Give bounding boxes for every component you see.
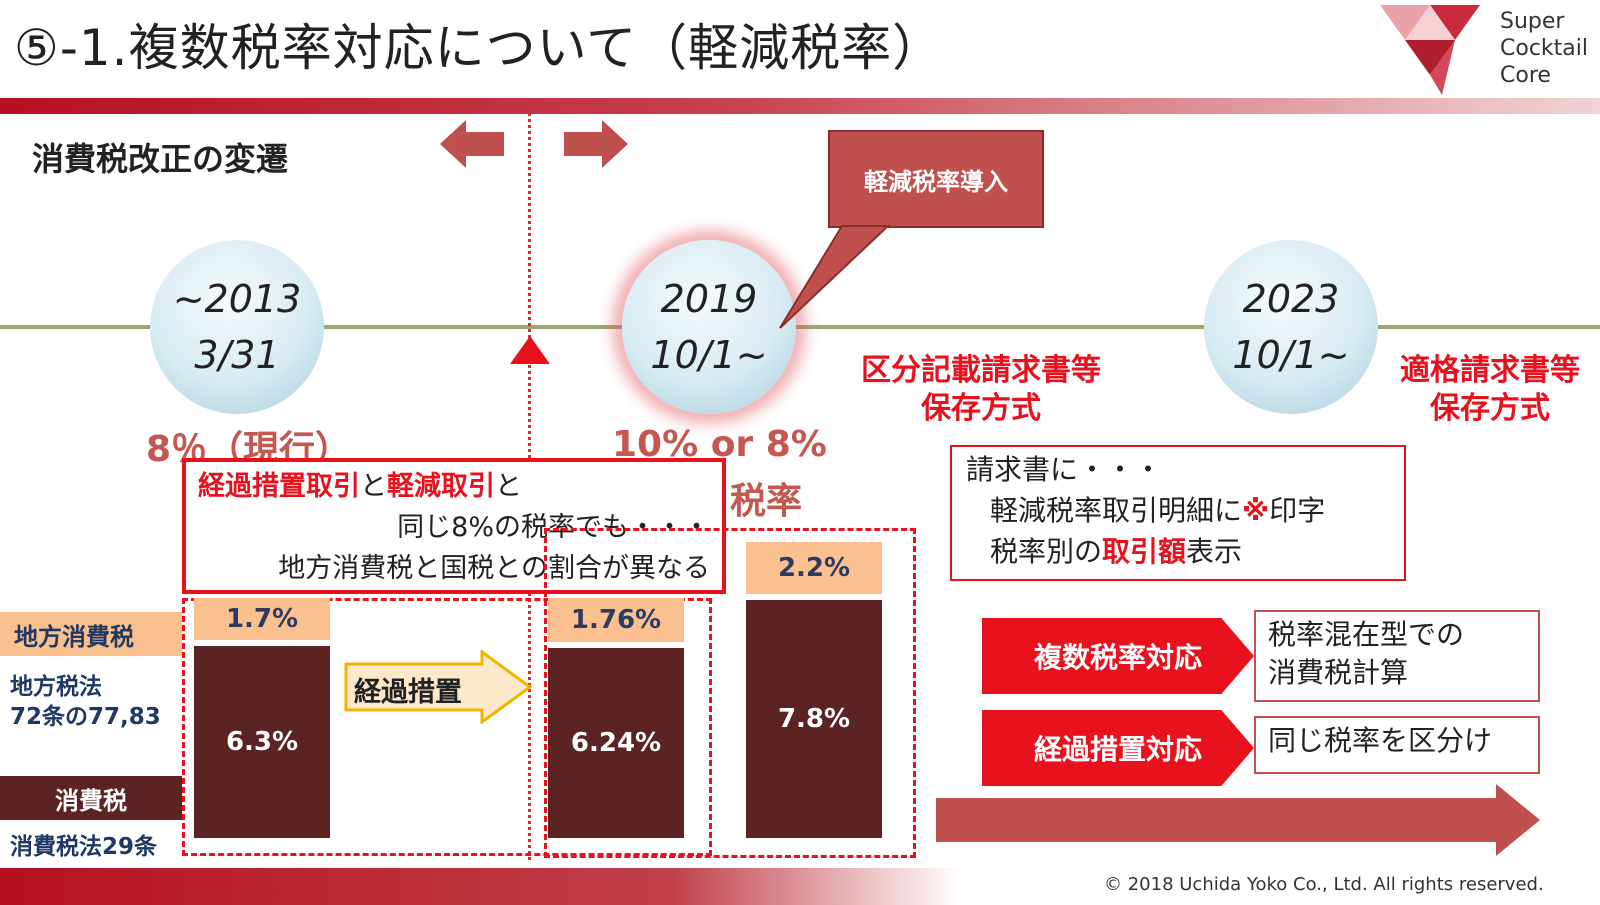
- label-local-tax: 地方消費税: [0, 612, 182, 656]
- rate-2019-line2: 税率: [730, 481, 803, 522]
- desc-transition: 同じ税率を区分け: [1254, 716, 1540, 774]
- logo-triangle-icon: [1380, 5, 1480, 95]
- dashed-group-8pct: [182, 598, 712, 856]
- callout-pointer-icon: [779, 225, 891, 329]
- transition-arrow-icon: [344, 650, 533, 724]
- page-title: ⑤-1.複数税率対応について（軽減税率）: [14, 19, 944, 77]
- copyright: © 2018 Uchida Yoko Co., Ltd. All rights …: [1104, 874, 1544, 895]
- bar-consumption-tax-2: 7.8%: [746, 600, 882, 838]
- overlay-message-box: 経過措置取引と軽減取引と 同じ8%の税率でも・・・ 地方消費税と国税との割合が異…: [182, 458, 726, 594]
- transition-label: 経過措置: [354, 677, 462, 708]
- timeline-circle-2023: 2023 10/1~: [1204, 240, 1378, 414]
- bar-consumption-tax-0: 6.3%: [194, 645, 330, 838]
- invoice-box: 請求書に・・・ 軽減税率取引明細に※印字 税率別の取引額表示: [950, 445, 1406, 581]
- arrow-right-icon: [564, 120, 628, 168]
- method-2023: 適格請求書等 保存方式: [1400, 353, 1580, 426]
- label-consumption-law: 消費税法29条: [10, 834, 158, 860]
- big-right-arrow-icon: [936, 784, 1540, 856]
- header-accent-bar: [0, 98, 1600, 114]
- section-title: 消費税改正の変遷: [32, 140, 289, 178]
- dashed-group-2019: [544, 528, 916, 858]
- bar-local-tax-0: 1.7%: [194, 597, 330, 640]
- label-local-law: 地方税法 72条の77,83: [10, 674, 161, 730]
- bar-local-tax-2: 2.2%: [746, 542, 882, 595]
- desc-multi-rate: 税率混在型での 消費税計算: [1254, 610, 1540, 702]
- tag-transition: 経過措置対応: [982, 710, 1254, 786]
- timeline-line: [0, 325, 1600, 329]
- method-2019: 区分記載請求書等 保存方式: [861, 353, 1101, 426]
- label-consumption-tax: 消費税: [0, 776, 182, 820]
- callout-reduced-rate: 軽減税率導入: [828, 130, 1044, 228]
- logo-text: Super Cocktail Core: [1500, 9, 1588, 88]
- arrow-left-icon: [440, 120, 504, 168]
- bar-consumption-tax-1: 6.24%: [548, 647, 684, 838]
- timeline-circle-2019: 2019 10/1~: [622, 240, 796, 414]
- footer-bar: [0, 868, 1600, 905]
- triangle-marker-icon: [510, 336, 550, 364]
- tag-multi-rate: 複数税率対応: [982, 618, 1254, 694]
- timeline-circle-2013: ~2013 3/31: [150, 240, 324, 414]
- bar-local-tax-1: 1.76%: [548, 598, 684, 642]
